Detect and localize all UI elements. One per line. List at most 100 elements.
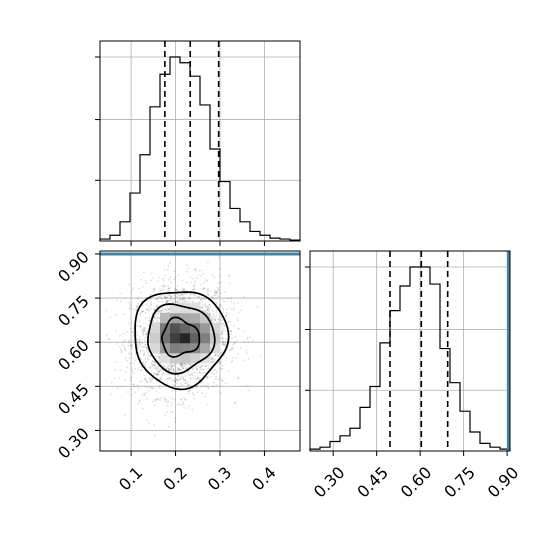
scatter-sample-point: [148, 319, 151, 322]
scatter-sample-point: [196, 391, 199, 394]
scatter-sample-point: [140, 300, 143, 303]
scatter-sample-point: [176, 293, 179, 296]
scatter-sample-point: [170, 281, 172, 284]
scatter-sample-point: [144, 279, 147, 282]
scatter-sample-point: [179, 363, 182, 366]
scatter-sample-point: [143, 327, 146, 330]
hist-y-bin-17: [480, 443, 490, 451]
scatter-sample-point: [169, 295, 172, 298]
scatter-sample-point: [187, 390, 190, 393]
scatter-sample-point: [139, 400, 141, 403]
scatter-sample-point: [160, 289, 162, 292]
scatter-sample-point: [146, 299, 149, 302]
scatter-sample-point: [205, 365, 208, 368]
scatter-sample-point: [183, 289, 186, 292]
density-cell-8: [180, 342, 191, 354]
scatter-sample-point: [174, 380, 176, 382]
density-cell-2: [180, 352, 191, 364]
hist-y-bin-15: [460, 411, 470, 451]
scatter-sample-point: [248, 336, 251, 339]
scatter-sample-point: [130, 367, 132, 370]
density-cell-17: [200, 332, 211, 344]
scatter-sample-point: [210, 320, 213, 322]
scatter-sample-point: [146, 309, 149, 311]
scatter-sample-point: [186, 267, 189, 270]
scatter-sample-point: [202, 272, 205, 275]
scatter-sample-point: [187, 297, 190, 300]
scatter-sample-point: [218, 282, 221, 285]
density-cell-29: [190, 312, 201, 324]
scatter-sample-point: [196, 368, 199, 371]
scatter-sample-point: [167, 369, 170, 372]
scatter-sample-point: [186, 367, 189, 369]
hist-y-bin-13: [440, 349, 450, 451]
scatter-sample-point: [179, 378, 182, 381]
scatter-sample-point: [162, 279, 165, 282]
scatter-sample-point: [157, 313, 159, 315]
scatter-sample-point: [178, 299, 181, 302]
scatter-sample-point: [124, 339, 127, 342]
scatter-sample-point: [173, 270, 176, 273]
scatter-sample-point: [226, 349, 229, 352]
scatter-sample-point: [166, 296, 169, 299]
scatter-sample-point: [160, 297, 163, 300]
scatter-sample-point: [172, 369, 175, 372]
scatter-sample-point: [205, 309, 208, 311]
scatter-sample-point: [142, 354, 145, 356]
scatter-sample-point: [210, 296, 213, 299]
scatter-sample-point: [155, 298, 158, 301]
scatter-sample-point: [133, 339, 135, 342]
scatter-sample-point: [164, 371, 167, 374]
scatter-sample-point: [130, 394, 133, 396]
scatter-sample-point: [212, 356, 215, 359]
scatter-sample-point: [199, 372, 202, 375]
scatter-sample-point: [149, 355, 152, 357]
scatter-sample-point: [203, 297, 206, 300]
scatter-sample-point: [168, 300, 170, 302]
scatter-sample-point: [207, 310, 210, 313]
scatter-sample-point: [173, 278, 176, 281]
scatter-sample-point: [200, 298, 202, 301]
scatter-sample-point: [180, 363, 182, 365]
scatter-sample-point: [181, 293, 183, 296]
scatter-sample-point: [165, 309, 168, 312]
scatter-sample-point: [152, 317, 155, 320]
scatter-sample-point: [189, 378, 192, 381]
scatter-sample-point: [196, 277, 199, 280]
scatter-sample-point: [195, 365, 198, 368]
scatter-sample-point: [132, 287, 135, 290]
scatter-sample-point: [170, 367, 173, 370]
scatter-sample-point: [182, 298, 185, 301]
scatter-sample-point: [214, 316, 216, 319]
scatter-sample-point: [182, 378, 185, 380]
scatter-sample-point: [140, 380, 143, 383]
scatter-sample-point: [140, 278, 142, 281]
scatter-sample-point: [155, 305, 158, 308]
hist-y-bin-16: [470, 432, 480, 451]
scatter-sample-point: [172, 300, 174, 303]
scatter-sample-point: [165, 300, 168, 303]
scatter-sample-point: [178, 298, 181, 300]
scatter-sample-point: [213, 294, 216, 297]
scatter-sample-point: [243, 341, 245, 343]
scatter-sample-point: [162, 288, 165, 291]
scatter-sample-point: [215, 311, 218, 313]
scatter-sample-point: [184, 374, 187, 377]
scatter-sample-point: [121, 343, 124, 346]
scatter-sample-point: [168, 377, 171, 379]
scatter-sample-point: [183, 293, 186, 295]
scatter-sample-point: [187, 383, 190, 386]
scatter-sample-point: [124, 370, 127, 373]
scatter-sample-point: [214, 378, 217, 381]
scatter-sample-point: [182, 367, 184, 369]
scatter-sample-point: [223, 324, 225, 327]
scatter-sample-point: [118, 376, 121, 379]
scatter-sample-point: [169, 411, 172, 414]
scatter-sample-point: [158, 370, 161, 373]
scatter-sample-point: [230, 297, 233, 300]
scatter-sample-point: [226, 312, 228, 314]
scatter-sample-point: [130, 353, 133, 355]
scatter-sample-point: [156, 355, 159, 358]
scatter-sample-point: [129, 327, 132, 330]
